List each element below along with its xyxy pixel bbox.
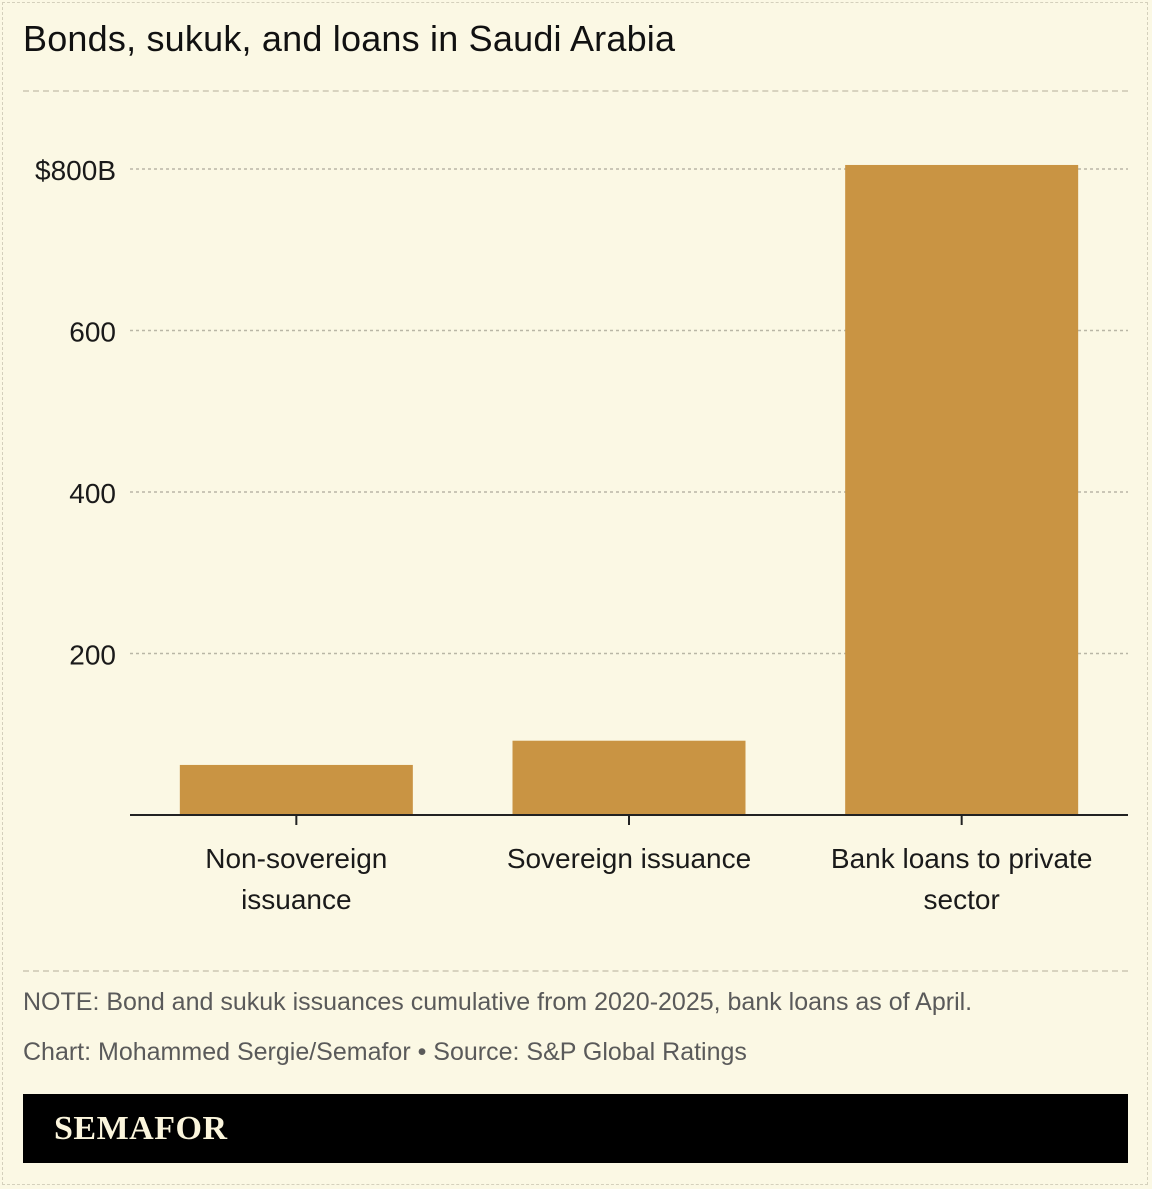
brand-bar: SEMAFOR [23, 1094, 1128, 1163]
bar [845, 164, 1079, 815]
y-tick-label: 600 [69, 317, 116, 348]
y-tick-label: $800B [35, 155, 116, 186]
semafor-logo: SEMAFOR [54, 1110, 228, 1147]
bar [512, 740, 746, 815]
chart-credit: Chart: Mohammed Sergie/Semafor • Source:… [23, 1038, 747, 1066]
bar [179, 764, 413, 815]
y-tick-label: 400 [69, 478, 116, 509]
bar-chart: 200 400 600 $800B Non-sovereign issuance Sover… [35, 155, 1128, 915]
x-tick-label: Non-sovereign issuance [205, 843, 387, 915]
y-tick-label: 200 [69, 640, 116, 671]
chart-note: NOTE: Bond and sukuk issuances cumulativ… [23, 988, 973, 1016]
footer-divider [23, 970, 1128, 972]
x-tick-label: Bank loans to private sector [831, 843, 1093, 915]
x-tick-label: Sovereign issuance [507, 843, 751, 874]
chart-title: Bonds, sukuk, and loans in Saudi Arabia [23, 18, 676, 59]
title-divider [23, 90, 1128, 92]
